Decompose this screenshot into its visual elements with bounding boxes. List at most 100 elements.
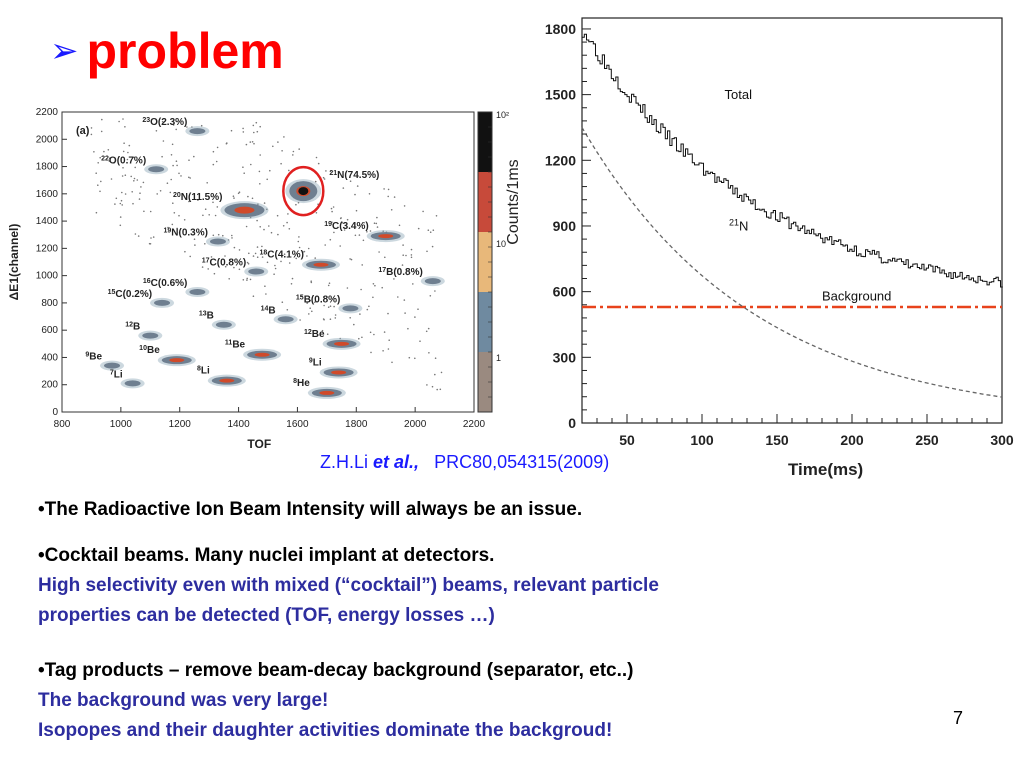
island-label: 15C(0.2%) [108, 289, 152, 300]
noise-dot [356, 185, 359, 187]
noise-dot [410, 254, 413, 256]
noise-dot [140, 186, 142, 188]
slide-title-text: problem [86, 23, 284, 79]
noise-dot [156, 193, 158, 195]
x-tick-label: 2200 [463, 419, 486, 430]
noise-dot [189, 177, 191, 179]
x-tick-label: 1800 [345, 419, 368, 430]
noise-dot [286, 309, 289, 311]
noise-dot [388, 339, 391, 341]
noise-dot [108, 160, 111, 162]
noise-dot [288, 169, 290, 172]
island-label: 20N(11.5%) [173, 192, 222, 203]
noise-dot [133, 180, 135, 182]
island-label: 15B(0.8%) [296, 294, 340, 305]
y-tick-label: 1800 [36, 162, 59, 173]
noise-dot [130, 175, 132, 178]
noise-dot [306, 255, 308, 257]
noise-dot [369, 230, 372, 232]
noise-dot [280, 260, 282, 263]
island-label: 17C(0.8%) [202, 258, 246, 269]
island [124, 380, 141, 387]
noise-dot [126, 158, 129, 161]
noise-dot [263, 228, 265, 231]
noise-dot [414, 357, 416, 360]
noise-dot [252, 124, 255, 127]
noise-dot [99, 156, 101, 159]
island [342, 305, 359, 312]
noise-dot [134, 233, 137, 235]
noise-dot [225, 142, 228, 145]
noise-dot [251, 197, 254, 200]
island-label: 19C(3.4%) [324, 221, 368, 232]
noise-dot [251, 141, 254, 143]
x-tick-label: 50 [619, 432, 635, 448]
noise-dot [170, 154, 173, 156]
noise-dot [242, 131, 245, 133]
island [189, 128, 206, 135]
island-label: 10Be [139, 345, 160, 356]
noise-dot [288, 228, 291, 230]
noise-dot [361, 264, 364, 266]
noise-dot [360, 288, 362, 291]
island [248, 268, 265, 275]
noise-dot [95, 172, 97, 174]
noise-dot [186, 126, 188, 128]
noise-dot [407, 327, 409, 330]
noise-dot [227, 239, 230, 241]
island-label: 23O(2.3%) [142, 117, 187, 128]
noise-dot [270, 231, 273, 234]
noise-dot [292, 154, 294, 156]
noise-dot [123, 142, 125, 144]
y-tick-label: 0 [52, 407, 58, 418]
noise-dot [137, 235, 140, 237]
noise-dot [326, 333, 329, 335]
noise-dot [172, 124, 175, 126]
noise-dot [408, 356, 411, 359]
noise-dot [231, 237, 233, 239]
noise-dot [149, 243, 152, 245]
island-core [378, 234, 394, 239]
noise-dot [332, 206, 335, 208]
noise-dot [173, 212, 176, 214]
noise-dot [119, 202, 122, 205]
noise-dot [387, 348, 390, 350]
noise-dot [256, 256, 259, 258]
noise-dot [178, 232, 181, 234]
noise-dot [200, 124, 203, 127]
noise-dot [178, 172, 180, 175]
noise-dot [97, 184, 99, 186]
noise-dot [333, 231, 335, 234]
island [148, 166, 165, 173]
noise-dot [114, 203, 116, 205]
noise-dot [334, 314, 337, 316]
series-annotation: Total [725, 87, 753, 102]
noise-dot [387, 312, 389, 315]
noise-dot [166, 182, 169, 184]
noise-dot [425, 330, 428, 333]
noise-dot [412, 283, 414, 285]
noise-dot [391, 361, 393, 364]
island [104, 362, 121, 369]
noise-dot [132, 202, 134, 205]
y-tick-label: 1200 [545, 152, 576, 168]
noise-dot [366, 308, 369, 311]
y-tick-label: 0 [568, 415, 576, 431]
noise-dot [387, 188, 390, 191]
noise-dot [274, 264, 276, 267]
series-annotation: 21N [729, 217, 748, 233]
noise-dot [124, 126, 126, 128]
noise-dot [288, 262, 291, 264]
noise-dot [238, 191, 241, 193]
island-peak [298, 187, 309, 196]
noise-dot [138, 198, 141, 200]
island [277, 316, 294, 323]
noise-dot [383, 331, 386, 333]
x-tick-label: 800 [54, 419, 71, 430]
noise-dot [372, 283, 375, 285]
x-axis-label: TOF [247, 437, 271, 451]
noise-dot [403, 205, 406, 207]
noise-dot [333, 305, 335, 308]
noise-dot [224, 255, 226, 257]
pid-heatmap-chart: 23O(2.3%)22O(0.7%)21N(74.5%)20N(11.5%)19… [7, 107, 522, 451]
